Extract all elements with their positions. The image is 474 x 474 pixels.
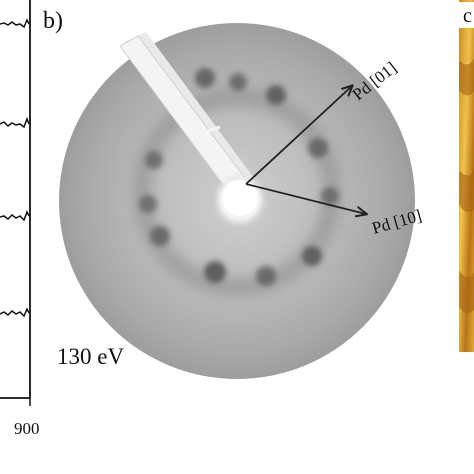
diffraction-spot	[308, 138, 328, 158]
diffraction-spot	[195, 68, 215, 88]
gun-notch	[204, 125, 221, 134]
diffraction-spot	[204, 261, 226, 283]
arrow-pd-10	[245, 183, 366, 214]
spectrum-trace-2	[0, 116, 30, 129]
center-spot	[222, 180, 258, 216]
stm-texture	[459, 58, 474, 314]
right-panel: c	[459, 0, 474, 352]
left-axis-tick-label: 900	[14, 419, 40, 438]
spectrum-trace-3	[0, 210, 30, 222]
diffraction-spots	[139, 68, 339, 286]
spectrum-trace-1	[0, 18, 30, 29]
right-panel-label: c	[463, 5, 472, 27]
diffraction-spot	[266, 85, 286, 105]
diffraction-spot	[256, 266, 276, 286]
left-panel: 900	[0, 0, 40, 438]
energy-label: 130 eV	[57, 344, 124, 369]
diffraction-spot	[321, 187, 339, 205]
diffraction-spot	[139, 195, 157, 213]
diffraction-spot	[302, 246, 322, 266]
spectrum-trace-4	[0, 307, 30, 318]
right-label-box	[459, 2, 474, 28]
diffraction-spot	[150, 226, 170, 246]
panel-b-label: b)	[43, 8, 63, 34]
panel-b: b) Pd [01] Pd [1	[43, 8, 424, 379]
diffraction-spot	[145, 151, 163, 169]
diffraction-spot	[229, 73, 247, 91]
arrow-pd-01	[245, 86, 352, 185]
